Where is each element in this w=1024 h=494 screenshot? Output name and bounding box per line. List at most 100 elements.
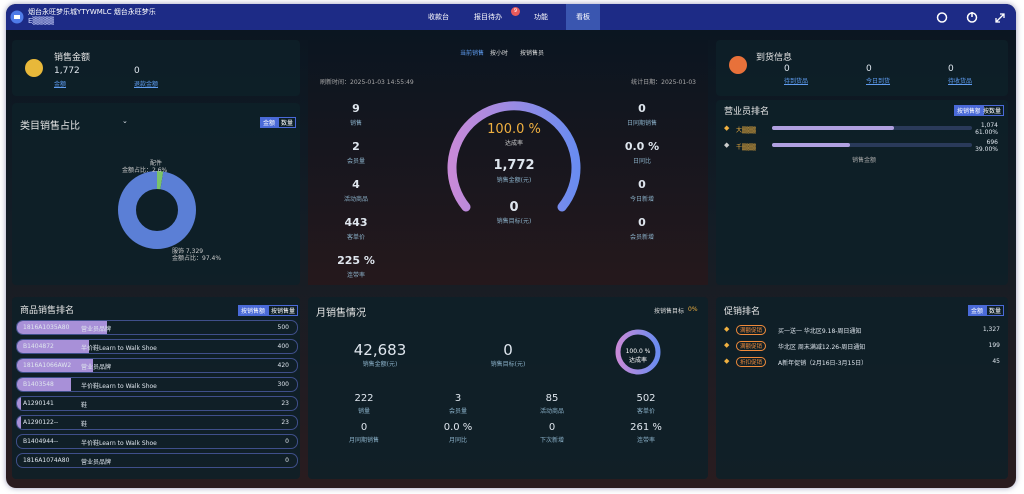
panel-title: 到货信息 bbox=[756, 53, 793, 63]
product-row[interactable]: 1816A1066AW2 营业员品牌 420 bbox=[16, 358, 298, 373]
settings-icon[interactable] bbox=[936, 12, 948, 23]
product-value: 0 bbox=[285, 438, 289, 445]
nav-badge: 9 bbox=[511, 7, 520, 16]
nav-item[interactable]: 功能 bbox=[534, 13, 548, 21]
tab[interactable]: 按销售额 bbox=[954, 105, 985, 116]
grid-value: 502 bbox=[636, 393, 656, 404]
stat-label: 销售 bbox=[349, 120, 363, 127]
product-bar bbox=[17, 416, 22, 429]
tab[interactable]: 按数量 bbox=[980, 105, 1005, 116]
product-row[interactable]: A1290122-- 鞋 23 bbox=[16, 415, 298, 430]
slice-label: 金额占比：2.6% bbox=[122, 167, 168, 174]
tab[interactable]: 金额 bbox=[260, 117, 279, 128]
stat-label[interactable]: 待收货品 bbox=[948, 78, 973, 85]
nav-item[interactable]: 看板 bbox=[566, 4, 600, 30]
gauge-amount: 1,772 bbox=[493, 158, 535, 173]
product-code: B1403548 bbox=[23, 381, 54, 388]
stat-label: 客单价 bbox=[346, 234, 366, 241]
product-row[interactable]: B1404944-- 半价鞋Learn to Walk Shoe 0 bbox=[16, 434, 298, 449]
stat-value: 225 % bbox=[337, 254, 375, 267]
dashboard: 烟台永旺梦乐城YTYWMLC 烟台永旺梦乐 E▒▒▒▒ 收款台 报目待办 功能 看板 9… bbox=[6, 4, 1016, 488]
donut-chart bbox=[118, 171, 196, 249]
rank-icon: ◆ bbox=[724, 357, 730, 365]
nav-item[interactable]: 收款台 bbox=[428, 13, 449, 21]
stat-label[interactable]: 退款金额 bbox=[134, 81, 159, 88]
tab[interactable]: 按销售员 bbox=[520, 50, 545, 57]
gauge-target-label: 销售目标(元) bbox=[496, 218, 532, 225]
stat-value: 0 bbox=[134, 66, 140, 76]
product-value: 23 bbox=[281, 400, 289, 407]
product-row[interactable]: 1816A1074A80 营业员品牌 0 bbox=[16, 453, 298, 468]
product-value: 500 bbox=[277, 324, 289, 331]
dropdown-arrow[interactable]: ⌄ bbox=[122, 117, 128, 125]
store-title: 烟台永旺梦乐城YTYWMLC 烟台永旺梦乐 bbox=[28, 8, 156, 16]
grid-value: 0 bbox=[360, 422, 368, 433]
nav-item[interactable]: 报目待办 bbox=[474, 13, 502, 21]
stat-label: 日同比 bbox=[632, 158, 652, 165]
panel-title: 类目销售占比 bbox=[20, 121, 80, 132]
promo-tag: 满额促销 bbox=[736, 325, 767, 335]
slice-label: 金额占比：97.4% bbox=[172, 255, 222, 262]
stat-date: 统计日期：2025-01-03 bbox=[631, 79, 696, 86]
promo-name: 买一送一 华北区9.18-周日通知 bbox=[778, 328, 862, 335]
stat-label: 连带率 bbox=[346, 272, 366, 279]
product-value: 23 bbox=[281, 419, 289, 426]
product-row[interactable]: B1403548 半价鞋Learn to Walk Shoe 300 bbox=[16, 377, 298, 392]
grid-label: 月同比 bbox=[448, 437, 468, 444]
product-code: B1404944-- bbox=[23, 438, 59, 445]
promo-tag: 满额促销 bbox=[736, 341, 767, 351]
product-code: B1404872 bbox=[23, 343, 54, 350]
grid-value: 222 bbox=[354, 393, 374, 404]
stat-label[interactable]: 今日到货 bbox=[866, 78, 891, 85]
promo-value: 1,327 bbox=[982, 326, 1000, 333]
promo-name: A新年促销（2月16日-3月15日） bbox=[778, 360, 868, 367]
store-subtitle: E▒▒▒▒ bbox=[28, 17, 54, 25]
overview-panel: 当前销售 按小时 按销售员 刷新时间：2025-01-03 14:55:49 统计日期：… bbox=[308, 40, 708, 285]
tab[interactable]: 按销售量 bbox=[268, 305, 299, 316]
fullscreen-icon[interactable] bbox=[995, 13, 1005, 23]
stat-label: 会员量 bbox=[346, 158, 366, 165]
tab[interactable]: 金额 bbox=[968, 305, 987, 316]
big-value: 0 bbox=[503, 341, 513, 359]
rank-icon: ◆ bbox=[724, 124, 730, 132]
stat-value: 0 bbox=[638, 102, 646, 115]
staff-bar bbox=[772, 143, 850, 147]
monthly-panel: 月销售情况 按销售目标 0% 42,683 销售金额(元) 0 销售目标(元) 100.0 %… bbox=[308, 297, 708, 479]
panel-title: 月销售情况 bbox=[316, 308, 366, 319]
tab[interactable]: 按小时 bbox=[490, 50, 509, 57]
stat-label: 会员新增 bbox=[629, 234, 655, 241]
grid-label: 连带率 bbox=[636, 437, 656, 444]
product-row[interactable]: A1290141 鞋 23 bbox=[16, 396, 298, 411]
tab[interactable]: 当前销售 bbox=[460, 50, 485, 57]
gauge-percent: 100.0 % bbox=[487, 122, 541, 137]
promo-ranking-panel: 促销排名 金额 数量 ◆ 满额促销 买一送一 华北区9.18-周日通知 1,327 ◆ 满额促销… bbox=[716, 297, 1008, 479]
panel-title: 营业员排名 bbox=[724, 107, 770, 117]
product-value: 0 bbox=[285, 457, 289, 464]
stat-value: 443 bbox=[344, 216, 368, 229]
staff-name: 大▒▒▒ bbox=[736, 127, 756, 134]
big-label: 销售金额(元) bbox=[362, 361, 398, 368]
product-value: 300 bbox=[277, 381, 289, 388]
staff-bar bbox=[772, 126, 894, 130]
product-code: 1816A1035A80 bbox=[23, 324, 70, 331]
staff-ranking-panel: 营业员排名 按销售额 按数量 ◆ 大▒▒▒ 1,074 61.00% ◆ 千▒▒▒ 696 39.0… bbox=[716, 100, 1008, 285]
promo-tag: 折扣促销 bbox=[736, 357, 767, 367]
tab[interactable]: 数量 bbox=[278, 117, 297, 128]
stat-value: 0.0 % bbox=[624, 140, 660, 153]
product-code: A1290122-- bbox=[23, 419, 59, 426]
product-row[interactable]: B1404872 半价鞋Learn to Walk Shoe 400 bbox=[16, 339, 298, 354]
product-name: 半价鞋Learn to Walk Shoe bbox=[81, 383, 157, 390]
stat-label[interactable]: 待到货品 bbox=[784, 78, 809, 85]
icon-bg bbox=[729, 56, 747, 74]
stat-value: 9 bbox=[352, 102, 360, 115]
product-name: 营业员品牌 bbox=[81, 459, 112, 466]
tab[interactable]: 数量 bbox=[986, 305, 1005, 316]
staff-value: 696 bbox=[986, 139, 998, 146]
tab[interactable]: 按销售额 bbox=[238, 305, 269, 316]
slice-name: 配件 bbox=[150, 160, 163, 167]
sales-icon bbox=[25, 59, 43, 77]
panel-title: 商品销售排名 bbox=[20, 306, 75, 316]
product-name: 半价鞋Learn to Walk Shoe bbox=[81, 345, 157, 352]
product-row[interactable]: 1816A1035A80 营业员品牌 500 bbox=[16, 320, 298, 335]
stat-label[interactable]: 金额 bbox=[54, 81, 67, 88]
